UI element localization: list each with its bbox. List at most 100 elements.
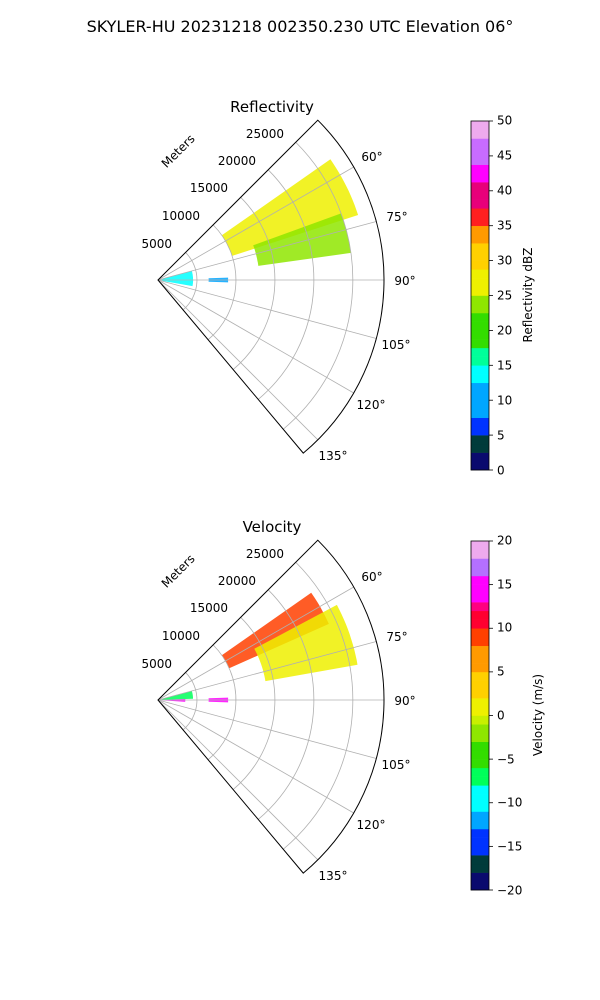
reflectivity-echoes [161,159,359,287]
colorbar-swatch-19 [471,715,489,725]
reflectivity-r-tick-1: 10000 [162,209,200,223]
velocity-r-tick-1: 10000 [162,629,200,643]
colorbar-swatch-21 [471,278,489,288]
velocity-title: Velocity [243,518,302,536]
colorbar-swatch-1 [471,872,489,882]
colorbar-swatch-19 [471,295,489,305]
reflectivity-panel: Reflectivity Meters 5000 10000 15000 200… [141,98,535,478]
colorbar-swatch-35 [471,575,489,585]
colorbar-swatch-39 [471,121,489,131]
reflectivity-cb-tick-7: 35 [497,219,512,233]
colorbar-swatch-7 [471,820,489,830]
colorbar-swatch-22 [471,269,489,279]
velocity-theta-tick-3: 105° [382,758,411,772]
reflectivity-cb-tick-1: 5 [497,429,505,443]
colorbar-swatch-12 [471,356,489,366]
azimuth-line-5 [157,279,319,441]
colorbar-swatch-28 [471,216,489,227]
colorbar-swatch-20 [471,286,489,296]
velocity-panel: Velocity Meters 5000 10000 15000 20000 2… [141,518,545,898]
reflectivity-title: Reflectivity [230,98,314,116]
colorbar-swatch-35 [471,155,489,165]
velocity-cb-tick-4: 0 [497,709,505,723]
reflectivity-theta-tick-5: 135° [319,449,348,463]
colorbar-swatch-13 [471,767,489,777]
colorbar-swatch-26 [471,654,489,664]
range-ring-4 [282,561,354,850]
velocity-cb-tick-2: −10 [497,796,522,810]
azimuth-line-0 [157,166,354,281]
velocity-cb-tick-1: −15 [497,840,522,854]
velocity-r-tick-0: 5000 [141,657,172,671]
azimuth-line-3 [157,279,377,339]
colorbar-swatch-26 [471,234,489,244]
colorbar-swatch-7 [471,400,489,410]
echo-region-0 [221,159,359,256]
colorbar-swatch-14 [471,759,489,769]
range-ring-1 [207,224,237,341]
echo-region-1 [254,604,358,682]
colorbar-swatch-36 [471,567,489,577]
velocity-theta-tick-0: 60° [361,570,382,584]
azimuth-line-1 [157,641,377,701]
colorbar-swatch-30 [471,619,489,629]
colorbar-swatch-17 [471,732,489,742]
colorbar-swatch-5 [471,417,489,427]
colorbar-swatch-37 [471,558,489,568]
reflectivity-theta-tick-1: 75° [386,210,407,224]
colorbar-swatch-27 [471,645,489,655]
reflectivity-cb-tick-6: 30 [497,254,512,268]
reflectivity-theta-tick-4: 120° [357,398,386,412]
colorbar-swatch-11 [471,785,489,795]
velocity-grid [157,539,385,874]
echo-region-0 [221,592,329,669]
colorbar-swatch-27 [471,225,489,235]
reflectivity-cb-tick-0: 0 [497,464,505,478]
reflectivity-radial-label: Meters [159,132,198,171]
colorbar-swatch-10 [471,794,489,804]
colorbar-swatch-21 [471,698,489,708]
colorbar-swatch-0 [471,881,489,891]
reflectivity-cb-tick-8: 40 [497,184,512,198]
colorbar-swatch-9 [471,382,489,392]
azimuth-line-5 [157,699,319,861]
colorbar-swatch-28 [471,636,489,647]
colorbar-swatch-14 [471,339,489,349]
sector-frame [157,119,385,454]
colorbar-swatch-1 [471,452,489,462]
colorbar-swatch-33 [471,593,489,603]
colorbar-swatch-29 [471,628,489,638]
velocity-theta-tick-5: 135° [319,869,348,883]
reflectivity-cb-tick-3: 15 [497,359,512,373]
echo-region-2 [161,690,193,700]
reflectivity-grid [157,119,385,454]
range-ring-2 [232,617,276,790]
colorbar-swatch-15 [471,330,489,340]
colorbar-swatch-32 [471,182,489,192]
velocity-colorbar [470,540,493,891]
range-ring-0 [182,672,198,731]
colorbar-swatch-25 [471,663,489,673]
velocity-theta-tick-2: 90° [394,694,415,708]
azimuth-line-4 [157,279,354,394]
azimuth-line-4 [157,699,354,814]
colorbar-swatch-11 [471,365,489,375]
velocity-cb-tick-8: 20 [497,534,512,548]
colorbar-swatch-9 [471,802,489,812]
velocity-theta-tick-1: 75° [386,630,407,644]
azimuth-line-3 [157,699,377,759]
reflectivity-cb-tick-10: 50 [497,114,512,128]
velocity-cb-tick-7: 15 [497,578,512,592]
colorbar-swatch-37 [471,138,489,148]
reflectivity-theta-tick-3: 105° [382,338,411,352]
reflectivity-r-tick-4: 25000 [246,127,284,141]
colorbar-swatch-31 [471,190,489,200]
colorbar-swatch-24 [471,251,489,261]
colorbar-swatch-18 [471,304,489,314]
azimuth-line-0 [157,586,354,701]
reflectivity-theta-tick-2: 90° [394,274,415,288]
colorbar-swatch-18 [471,724,489,734]
colorbar-swatch-17 [471,312,489,322]
reflectivity-cb-tick-4: 20 [497,324,512,338]
